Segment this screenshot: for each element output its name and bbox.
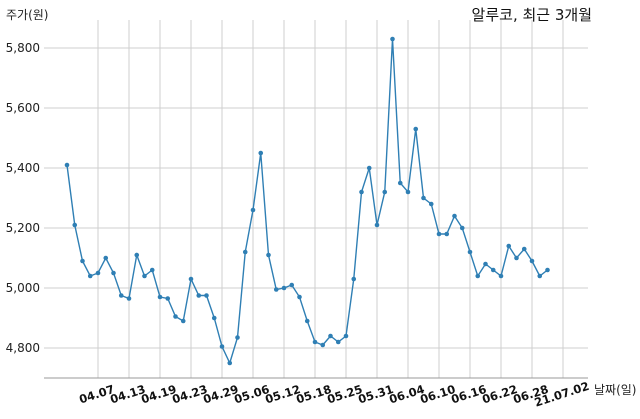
x-axis-label: 날짜(일): [594, 383, 637, 397]
price-point: [444, 231, 450, 237]
price-point: [227, 360, 233, 366]
price-point: [475, 273, 481, 279]
price-point: [87, 273, 93, 279]
price-point: [157, 294, 163, 300]
price-point: [273, 287, 279, 292]
price-point: [366, 165, 372, 171]
price-point: [173, 314, 178, 319]
price-point: [382, 189, 388, 195]
price-point: [467, 249, 473, 255]
price-point: [126, 296, 132, 301]
y-tick-label: 4,800: [6, 341, 40, 355]
price-series-line: [66, 38, 548, 365]
price-point: [111, 270, 116, 276]
price-point: [64, 162, 70, 168]
price-point: [258, 150, 264, 156]
price-point: [165, 296, 171, 301]
price-point: [374, 222, 380, 228]
price-point: [537, 273, 543, 279]
price-point: [421, 195, 426, 201]
price-point: [498, 273, 504, 279]
price-point: [413, 126, 419, 132]
price-point: [529, 258, 535, 264]
price-point: [235, 335, 240, 340]
price-point: [142, 273, 147, 279]
chart-title: 알루코, 최근 3개월: [471, 6, 592, 24]
price-point: [118, 293, 124, 298]
y-tick-label: 5,600: [6, 101, 40, 115]
price-point: [320, 342, 326, 348]
price-point: [390, 36, 395, 42]
y-tick-label: 5,800: [6, 41, 40, 55]
price-point: [514, 255, 519, 261]
price-point: [103, 255, 109, 261]
price-point: [359, 189, 364, 195]
price-point: [134, 252, 140, 258]
price-point: [428, 201, 434, 207]
price-point: [188, 276, 194, 282]
price-point: [343, 333, 349, 339]
price-point: [297, 294, 302, 300]
price-point: [304, 318, 310, 324]
price-point: [250, 207, 256, 213]
price-point: [242, 249, 248, 255]
price-point: [405, 189, 411, 195]
price-point: [312, 339, 318, 345]
price-point: [266, 252, 271, 258]
price-point: [506, 243, 512, 249]
price-point: [289, 282, 295, 288]
price-point: [196, 293, 202, 298]
price-point: [281, 285, 287, 291]
price-point: [180, 318, 186, 324]
price-point: [397, 180, 403, 186]
price-point: [80, 258, 85, 264]
price-point: [204, 293, 209, 298]
y-tick-label: 5,200: [6, 221, 40, 235]
y-axis-label: 주가(원): [6, 8, 49, 22]
price-point: [436, 231, 442, 237]
price-point: [483, 261, 488, 267]
price-point: [521, 246, 527, 252]
price-point: [459, 225, 465, 231]
price-point: [328, 333, 333, 339]
price-point: [211, 315, 217, 321]
y-tick-label: 5,000: [6, 281, 40, 295]
price-point: [452, 213, 457, 219]
y-tick-label: 5,400: [6, 161, 40, 175]
price-point: [335, 339, 341, 345]
price-point: [219, 344, 225, 349]
price-point: [490, 267, 496, 273]
price-point: [149, 267, 155, 273]
price-point: [95, 270, 101, 276]
price-point: [545, 267, 550, 273]
price-point: [351, 276, 357, 282]
price-point: [72, 222, 78, 228]
